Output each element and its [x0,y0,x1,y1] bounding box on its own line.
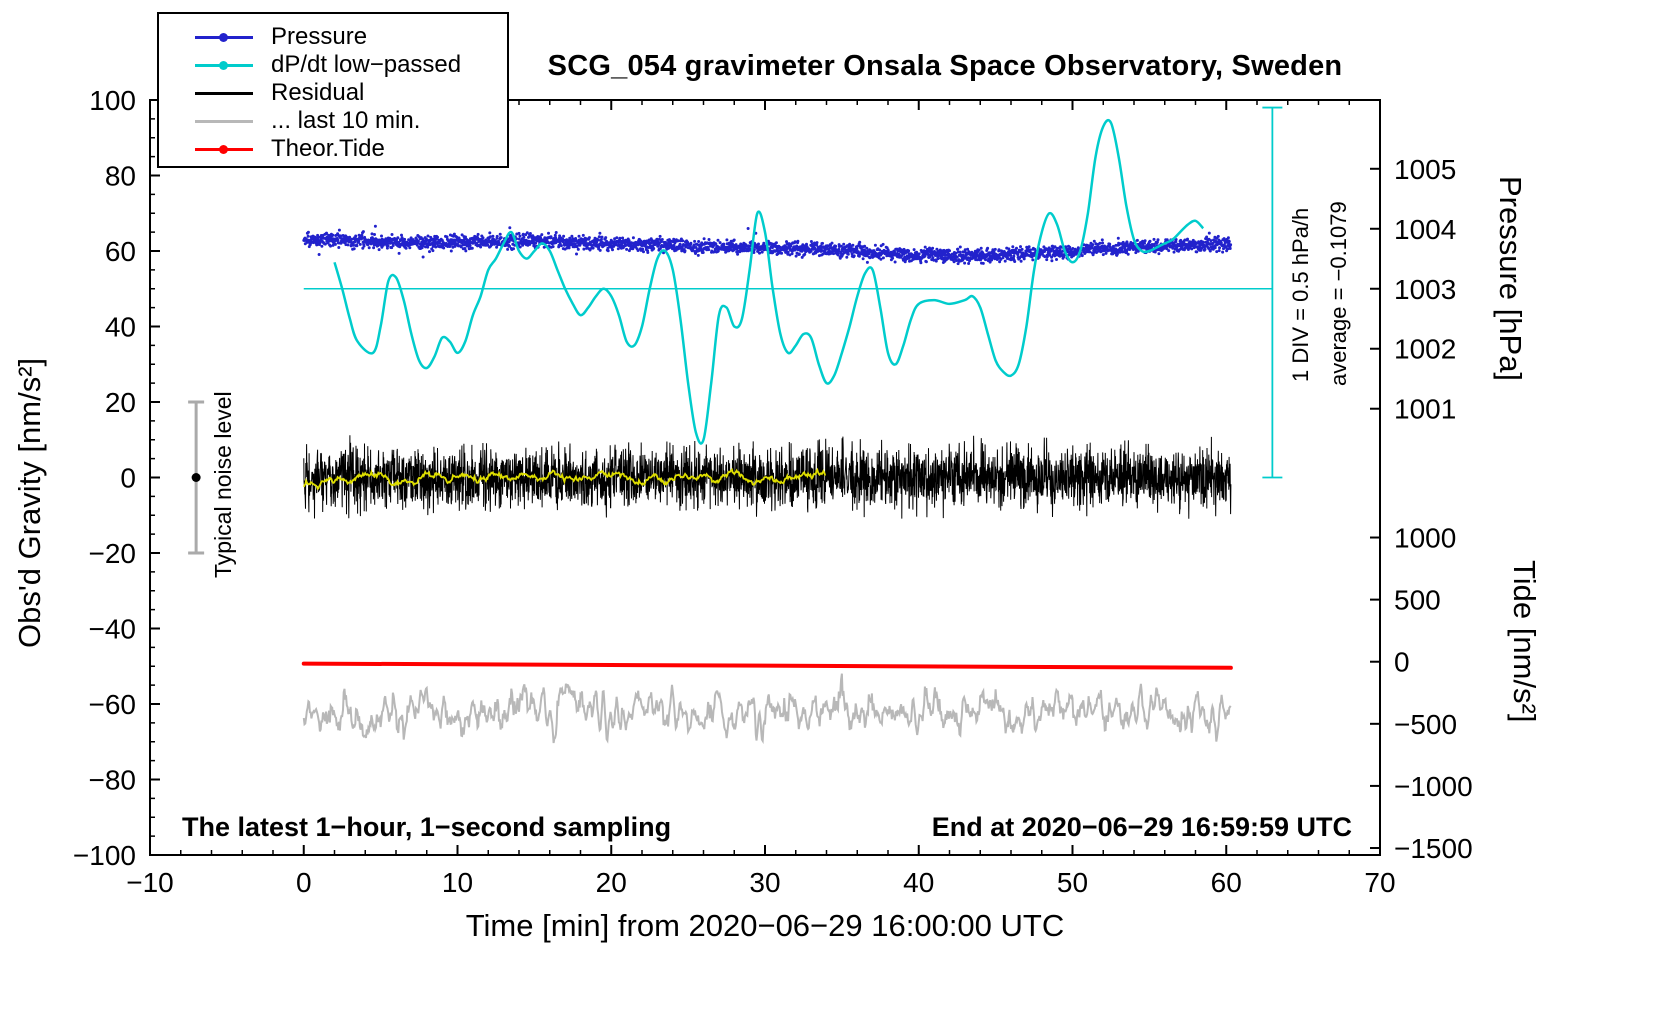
x-tick-label: 70 [1364,867,1395,898]
theor-tide-line-swatch [195,142,253,157]
y-tick-label-gravity: 60 [105,236,136,267]
tick-marks [149,99,1381,856]
x-tick-label: 60 [1211,867,1242,898]
x-tick-label: 50 [1057,867,1088,898]
y-tick-label-tide: 500 [1394,585,1441,616]
end-time-note: End at 2020−06−29 16:59:59 UTC [931,812,1352,842]
y-tick-label-gravity: −100 [73,840,136,871]
series-residual [303,435,1232,519]
typical-noise-level-label: Typical noise level [210,391,236,578]
legend-item-theor-tide: Theor.Tide [159,135,507,163]
legend-label: Residual [271,79,365,106]
noise-level-marker-dot [191,473,201,482]
y-axis-label-tide: Tide [nm/s²] [1507,560,1542,723]
scalebar-average-label: average = −0.1079 [1326,201,1351,386]
y-tick-label-pressure: 1003 [1394,274,1456,305]
pressure-line-swatch [195,30,253,45]
tick-labels: −10 0 10 20 30 40 50 60 70−100−80−60−40−20020406… [73,85,1473,898]
series-dpdt-lowpassed [333,118,1205,445]
legend-item-dpdt: dP/dt low−passed [159,51,507,79]
y-tick-label-pressure: 1004 [1394,214,1456,245]
scalebar-div-label: 1 DIV = 0.5 hPa/h [1288,207,1313,382]
series-pressure [302,224,1233,266]
legend-item-last10min: ... last 10 min. [159,107,507,135]
legend-label: ... last 10 min. [271,107,421,134]
last10min-line-swatch [195,114,253,129]
series-theor-tide [301,661,1233,670]
legend-label: Theor.Tide [271,135,385,162]
legend-label: dP/dt low−passed [271,51,462,78]
legend-item-pressure: Pressure [159,23,507,51]
y-tick-label-pressure: 1001 [1394,394,1456,425]
pressure-rate-scalebar [1262,106,1283,479]
y-axis-label-pressure: Pressure [hPa] [1493,176,1528,382]
sampling-note: The latest 1−hour, 1−second sampling [182,812,672,842]
y-tick-label-pressure: 1002 [1394,334,1456,365]
legend-label: Pressure [271,23,368,50]
y-axis-label-gravity: Obs'd Gravity [nm/s²] [12,357,47,648]
x-tick-label: 10 [442,867,473,898]
y-tick-label-gravity: 40 [105,312,136,343]
x-tick-label: 40 [903,867,934,898]
y-tick-label-gravity: 100 [89,85,136,116]
x-tick-label: 20 [596,867,627,898]
chart-title: SCG_054 gravimeter Onsala Space Observat… [547,50,1343,82]
y-tick-label-gravity: −40 [89,614,137,645]
y-tick-label-tide: 0 [1394,647,1410,678]
x-tick-label: −10 [126,867,174,898]
y-tick-label-gravity: −20 [89,538,137,569]
y-tick-label-gravity: 80 [105,161,136,192]
residual-line-swatch [195,86,253,101]
x-tick-label: 30 [749,867,780,898]
legend-item-residual: Residual [159,79,507,107]
y-tick-label-pressure: 1005 [1394,154,1456,185]
y-tick-label-gravity: 20 [105,387,136,418]
series-last10min [302,673,1232,745]
y-tick-label-tide: −1500 [1394,833,1473,864]
dpdt-line-swatch [195,58,253,73]
legend: Pressure dP/dt low−passed Residual ... l… [157,12,509,168]
x-axis-label: Time [min] from 2020−06−29 16:00:00 UTC [465,908,1065,943]
y-tick-label-tide: −500 [1394,709,1457,740]
y-tick-label-gravity: −60 [89,689,137,720]
y-tick-label-tide: 1000 [1394,523,1456,554]
y-tick-label-tide: −1000 [1394,771,1473,802]
series-residual-lowpass [302,467,827,491]
y-tick-label-gravity: −80 [89,765,137,796]
y-tick-label-gravity: 0 [120,463,136,494]
x-tick-label: 0 [296,867,312,898]
